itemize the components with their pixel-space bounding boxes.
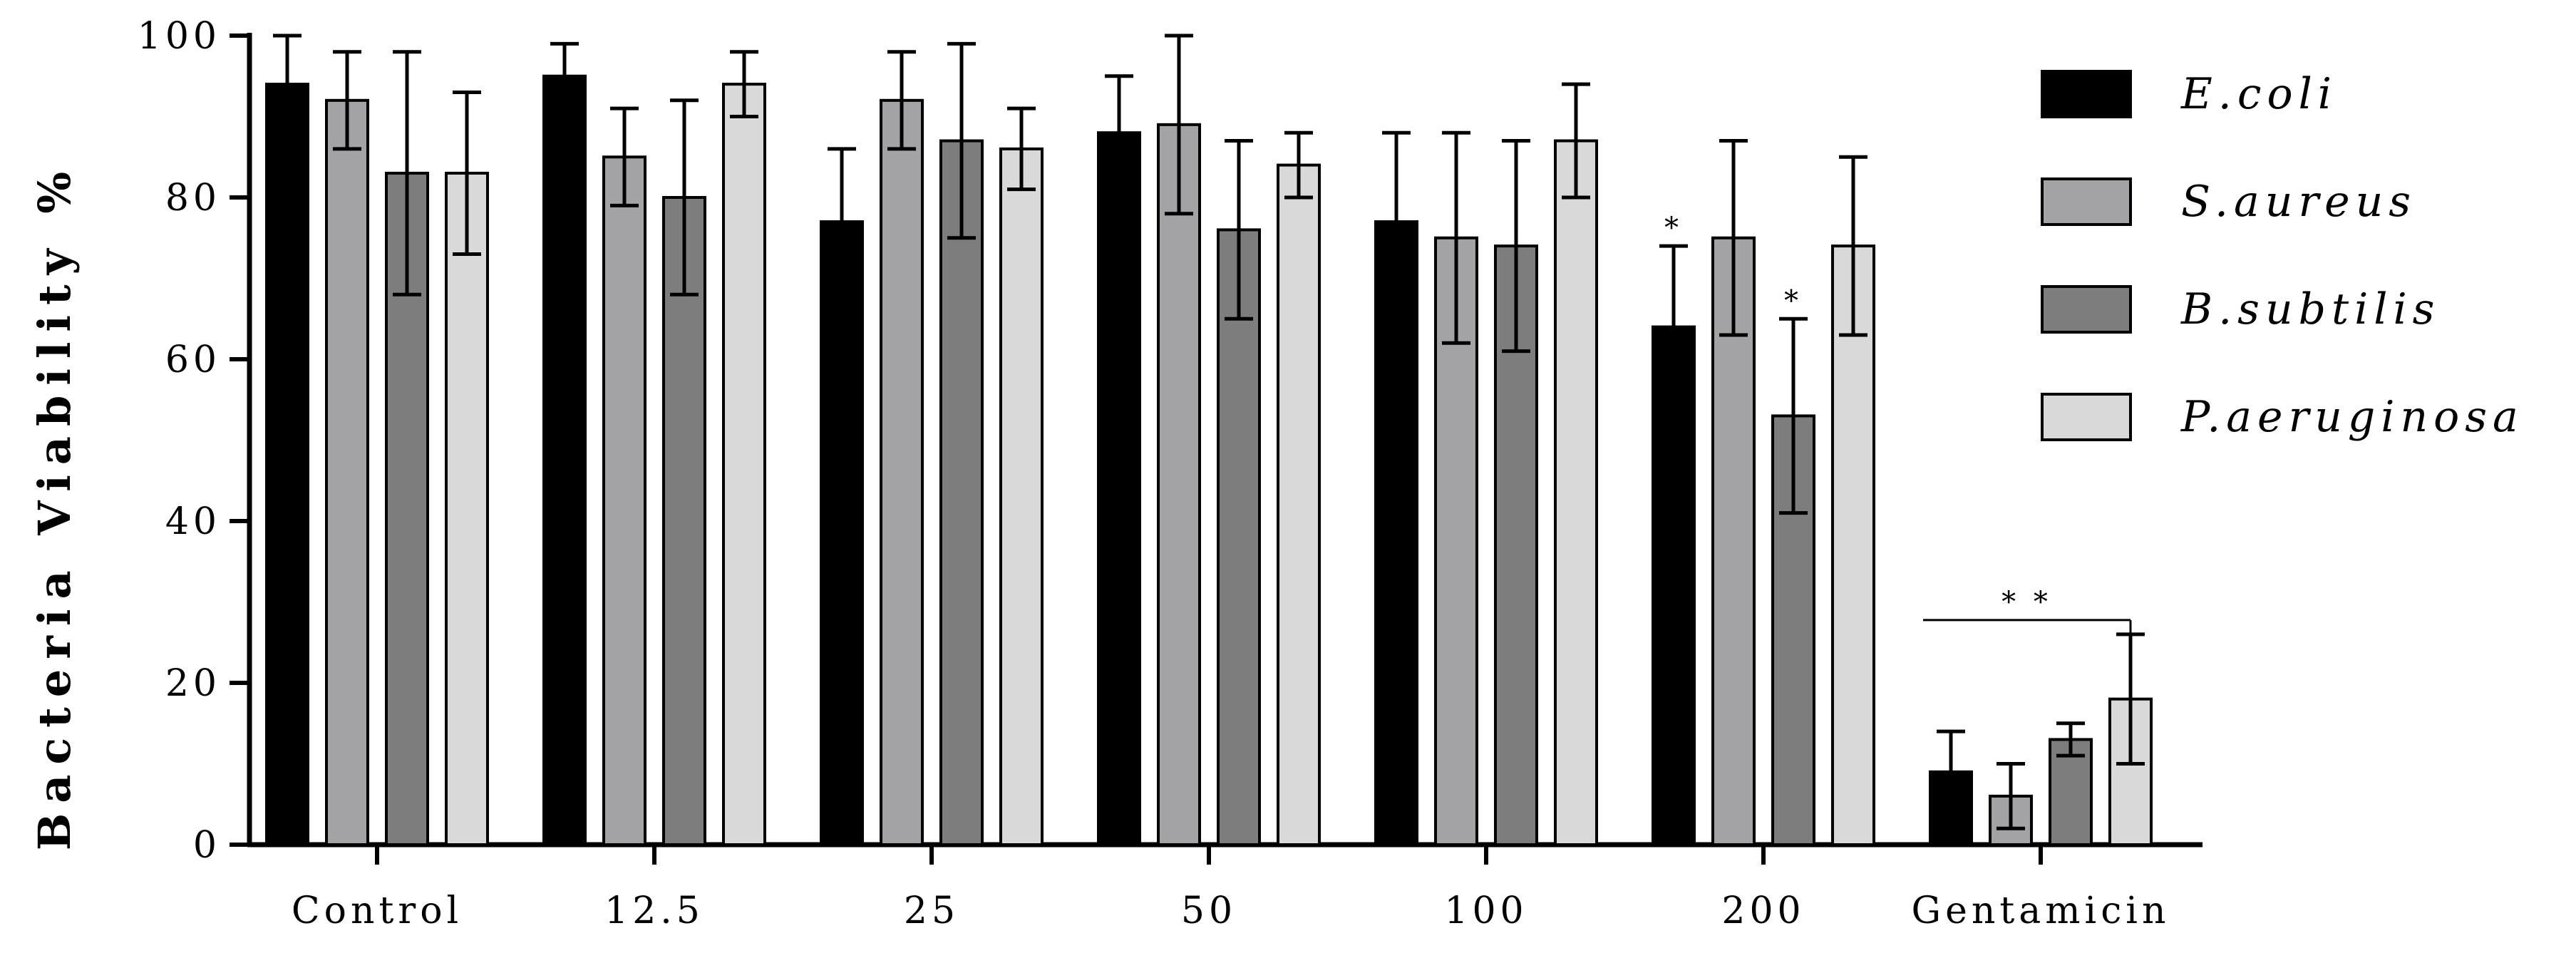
y-axis-label: Bacteria Viability % <box>29 162 81 850</box>
significance-marker: * * <box>2001 586 2052 619</box>
bar <box>880 98 924 846</box>
bar <box>2108 697 2153 847</box>
bar <box>1097 131 1141 846</box>
legend-label: P.aeruginosa <box>2180 392 2524 442</box>
legend-swatch <box>2041 285 2132 334</box>
x-tick-label: 50 <box>1181 890 1237 932</box>
y-tick-label: 80 <box>165 177 221 220</box>
bar <box>602 155 646 846</box>
x-tick-label: Control <box>292 890 463 932</box>
bar <box>1831 244 1875 847</box>
bar <box>1374 220 1418 846</box>
bar <box>939 139 984 847</box>
legend: E.coli S.aureus B.subtilis P.aeruginosa <box>2041 69 2524 442</box>
bar <box>1217 228 1261 846</box>
bar <box>999 147 1044 846</box>
bar <box>325 98 369 846</box>
significance-marker: * <box>1784 284 1803 317</box>
bar <box>542 74 587 846</box>
bar <box>722 83 766 847</box>
y-tick-label: 60 <box>165 339 221 381</box>
y-tick-label: 100 <box>138 15 221 58</box>
legend-swatch <box>2041 393 2132 441</box>
bar <box>265 83 309 847</box>
y-tick-label: 40 <box>165 500 221 543</box>
plot-area: 0 20 40 60 80 100 Control 12.5 25 50 100 200 Gentami… <box>138 15 2203 932</box>
legend-label: E.coli <box>2180 69 2337 119</box>
bar <box>820 220 864 846</box>
legend-label: B.subtilis <box>2180 284 2440 334</box>
bar <box>1554 139 1598 847</box>
x-tick-label: 200 <box>1721 890 1805 932</box>
significance-marker: * <box>1664 212 1683 244</box>
legend-swatch <box>2041 177 2132 226</box>
x-tick-label: Gentamicin <box>1912 890 2170 932</box>
bar <box>662 196 706 846</box>
x-tick-label: 25 <box>904 890 959 932</box>
x-tick-label: 100 <box>1444 890 1527 932</box>
x-tick-label: 12.5 <box>604 890 704 932</box>
bar <box>1652 325 1696 847</box>
bar <box>1277 163 1321 847</box>
bar <box>1157 123 1201 847</box>
y-tick-label: 20 <box>165 662 221 705</box>
legend-label: S.aureus <box>2181 177 2416 227</box>
legend-swatch <box>2041 70 2132 118</box>
y-tick-label: 0 <box>193 824 221 867</box>
bar <box>445 171 489 846</box>
